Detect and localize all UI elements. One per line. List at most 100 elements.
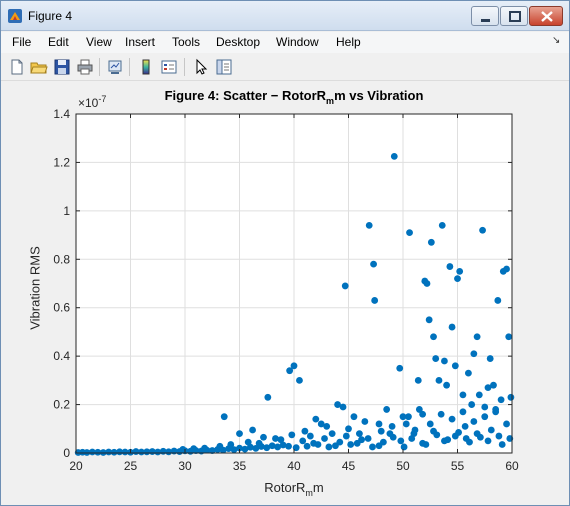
scatter-point <box>339 403 347 411</box>
scatter-point <box>441 357 448 365</box>
window-title: Figure 4 <box>28 9 73 23</box>
scatter-point <box>230 446 238 454</box>
scatter-point <box>247 443 254 451</box>
scatter-point <box>303 442 311 450</box>
scatter-point <box>365 221 373 229</box>
scatter-point <box>94 448 102 456</box>
plot-tools-icon[interactable] <box>215 58 233 76</box>
scatter-point <box>216 442 224 450</box>
scatter-point <box>314 441 322 448</box>
scatter-point <box>377 427 385 435</box>
scatter-point <box>121 448 129 456</box>
scatter-point <box>419 410 427 418</box>
maximize-icon <box>509 11 521 22</box>
scatter-point <box>414 376 422 384</box>
scatter-point <box>503 420 510 428</box>
scatter-point <box>328 430 336 438</box>
scatter-point <box>475 391 483 399</box>
menu-tools[interactable]: Tools <box>172 35 201 49</box>
scatter-point <box>446 263 454 270</box>
scatter-point <box>459 408 467 416</box>
scatter-point <box>190 445 198 453</box>
scatter-point <box>244 438 252 446</box>
maximize-button[interactable] <box>500 6 528 26</box>
scatter-point <box>388 422 396 430</box>
scatter-point <box>427 238 435 246</box>
scatter-point <box>415 406 423 413</box>
x-axis-label-subscript: m <box>305 488 313 498</box>
minimize-icon <box>481 19 490 22</box>
insert-colorbar-icon[interactable] <box>137 58 155 76</box>
menu-insert[interactable]: Insert <box>125 35 156 49</box>
scatter-point <box>227 441 235 448</box>
menu-desktop[interactable]: Desktop <box>216 35 261 49</box>
menu-view[interactable]: View <box>86 35 112 49</box>
scatter-point <box>288 431 296 439</box>
scatter-point <box>105 448 113 456</box>
open-file-icon[interactable] <box>30 58 48 76</box>
scatter-point <box>358 436 365 444</box>
minimize-button[interactable] <box>471 6 499 26</box>
menu-file[interactable]: File <box>12 35 32 49</box>
scatter-point <box>465 369 472 377</box>
y-axis-exponent-base: ×10 <box>78 96 99 110</box>
pointer-icon[interactable] <box>192 58 210 76</box>
data-points <box>74 152 515 456</box>
scatter-point <box>448 323 456 331</box>
scatter-point <box>425 316 433 324</box>
scatter-point <box>411 426 419 434</box>
close-button[interactable] <box>529 6 563 26</box>
scatter-point <box>479 226 486 234</box>
menu-help[interactable]: Help <box>336 35 361 49</box>
matlab-figure-icon <box>8 9 22 23</box>
x-tick-label: 35 <box>233 459 247 473</box>
scatter-point <box>497 396 505 404</box>
menu-overflow-icon[interactable]: ↘ <box>552 35 561 46</box>
save-icon[interactable] <box>53 58 71 76</box>
grid-lines <box>76 114 512 453</box>
scatter-point <box>481 413 489 421</box>
close-icon <box>541 11 553 22</box>
scatter-point <box>470 350 478 358</box>
scatter-point <box>299 437 307 445</box>
x-tick-label: 40 <box>287 459 301 473</box>
print-icon[interactable] <box>76 58 94 76</box>
x-axis-label-rest: m <box>312 480 324 495</box>
new-figure-icon[interactable] <box>8 58 26 76</box>
scatter-point <box>323 422 331 430</box>
scatter-point <box>406 229 413 237</box>
scatter-point <box>110 448 118 456</box>
y-axis-exponent-power: -7 <box>98 94 107 104</box>
scatter-point <box>274 443 282 451</box>
scatter-point <box>448 415 456 423</box>
scatter-point <box>375 420 383 428</box>
scatter-point <box>285 442 292 450</box>
scatter-point <box>138 448 145 456</box>
x-axis-label: RotorRmm <box>76 480 512 498</box>
scatter-point <box>389 433 397 441</box>
plot-title: Figure 4: Scatter − RotorRmm vs Vibratio… <box>76 88 512 106</box>
x-tick-label: 30 <box>178 459 192 473</box>
scatter-point <box>325 443 333 451</box>
scatter-point <box>490 381 497 389</box>
scatter-point <box>451 362 459 370</box>
scatter-point <box>495 432 503 440</box>
scatter-point <box>255 439 263 447</box>
x-tick-label: 25 <box>124 459 138 473</box>
insert-legend-icon[interactable] <box>160 58 178 76</box>
y-tick-label: 0.8 <box>53 252 70 266</box>
scatter-point <box>236 444 243 452</box>
scatter-point <box>279 441 287 449</box>
scatter-point <box>455 429 462 436</box>
menu-edit[interactable]: Edit <box>48 35 69 49</box>
menu-window[interactable]: Window <box>276 35 319 49</box>
link-plot-icon[interactable] <box>106 58 124 76</box>
scatter-point <box>383 406 391 413</box>
scatter-point <box>481 403 489 411</box>
scatter-point <box>277 436 285 444</box>
scatter-point <box>476 433 484 441</box>
title-bar[interactable]: Figure 4 <box>1 1 569 31</box>
scatter-point <box>456 267 464 275</box>
scatter-point <box>371 297 379 304</box>
